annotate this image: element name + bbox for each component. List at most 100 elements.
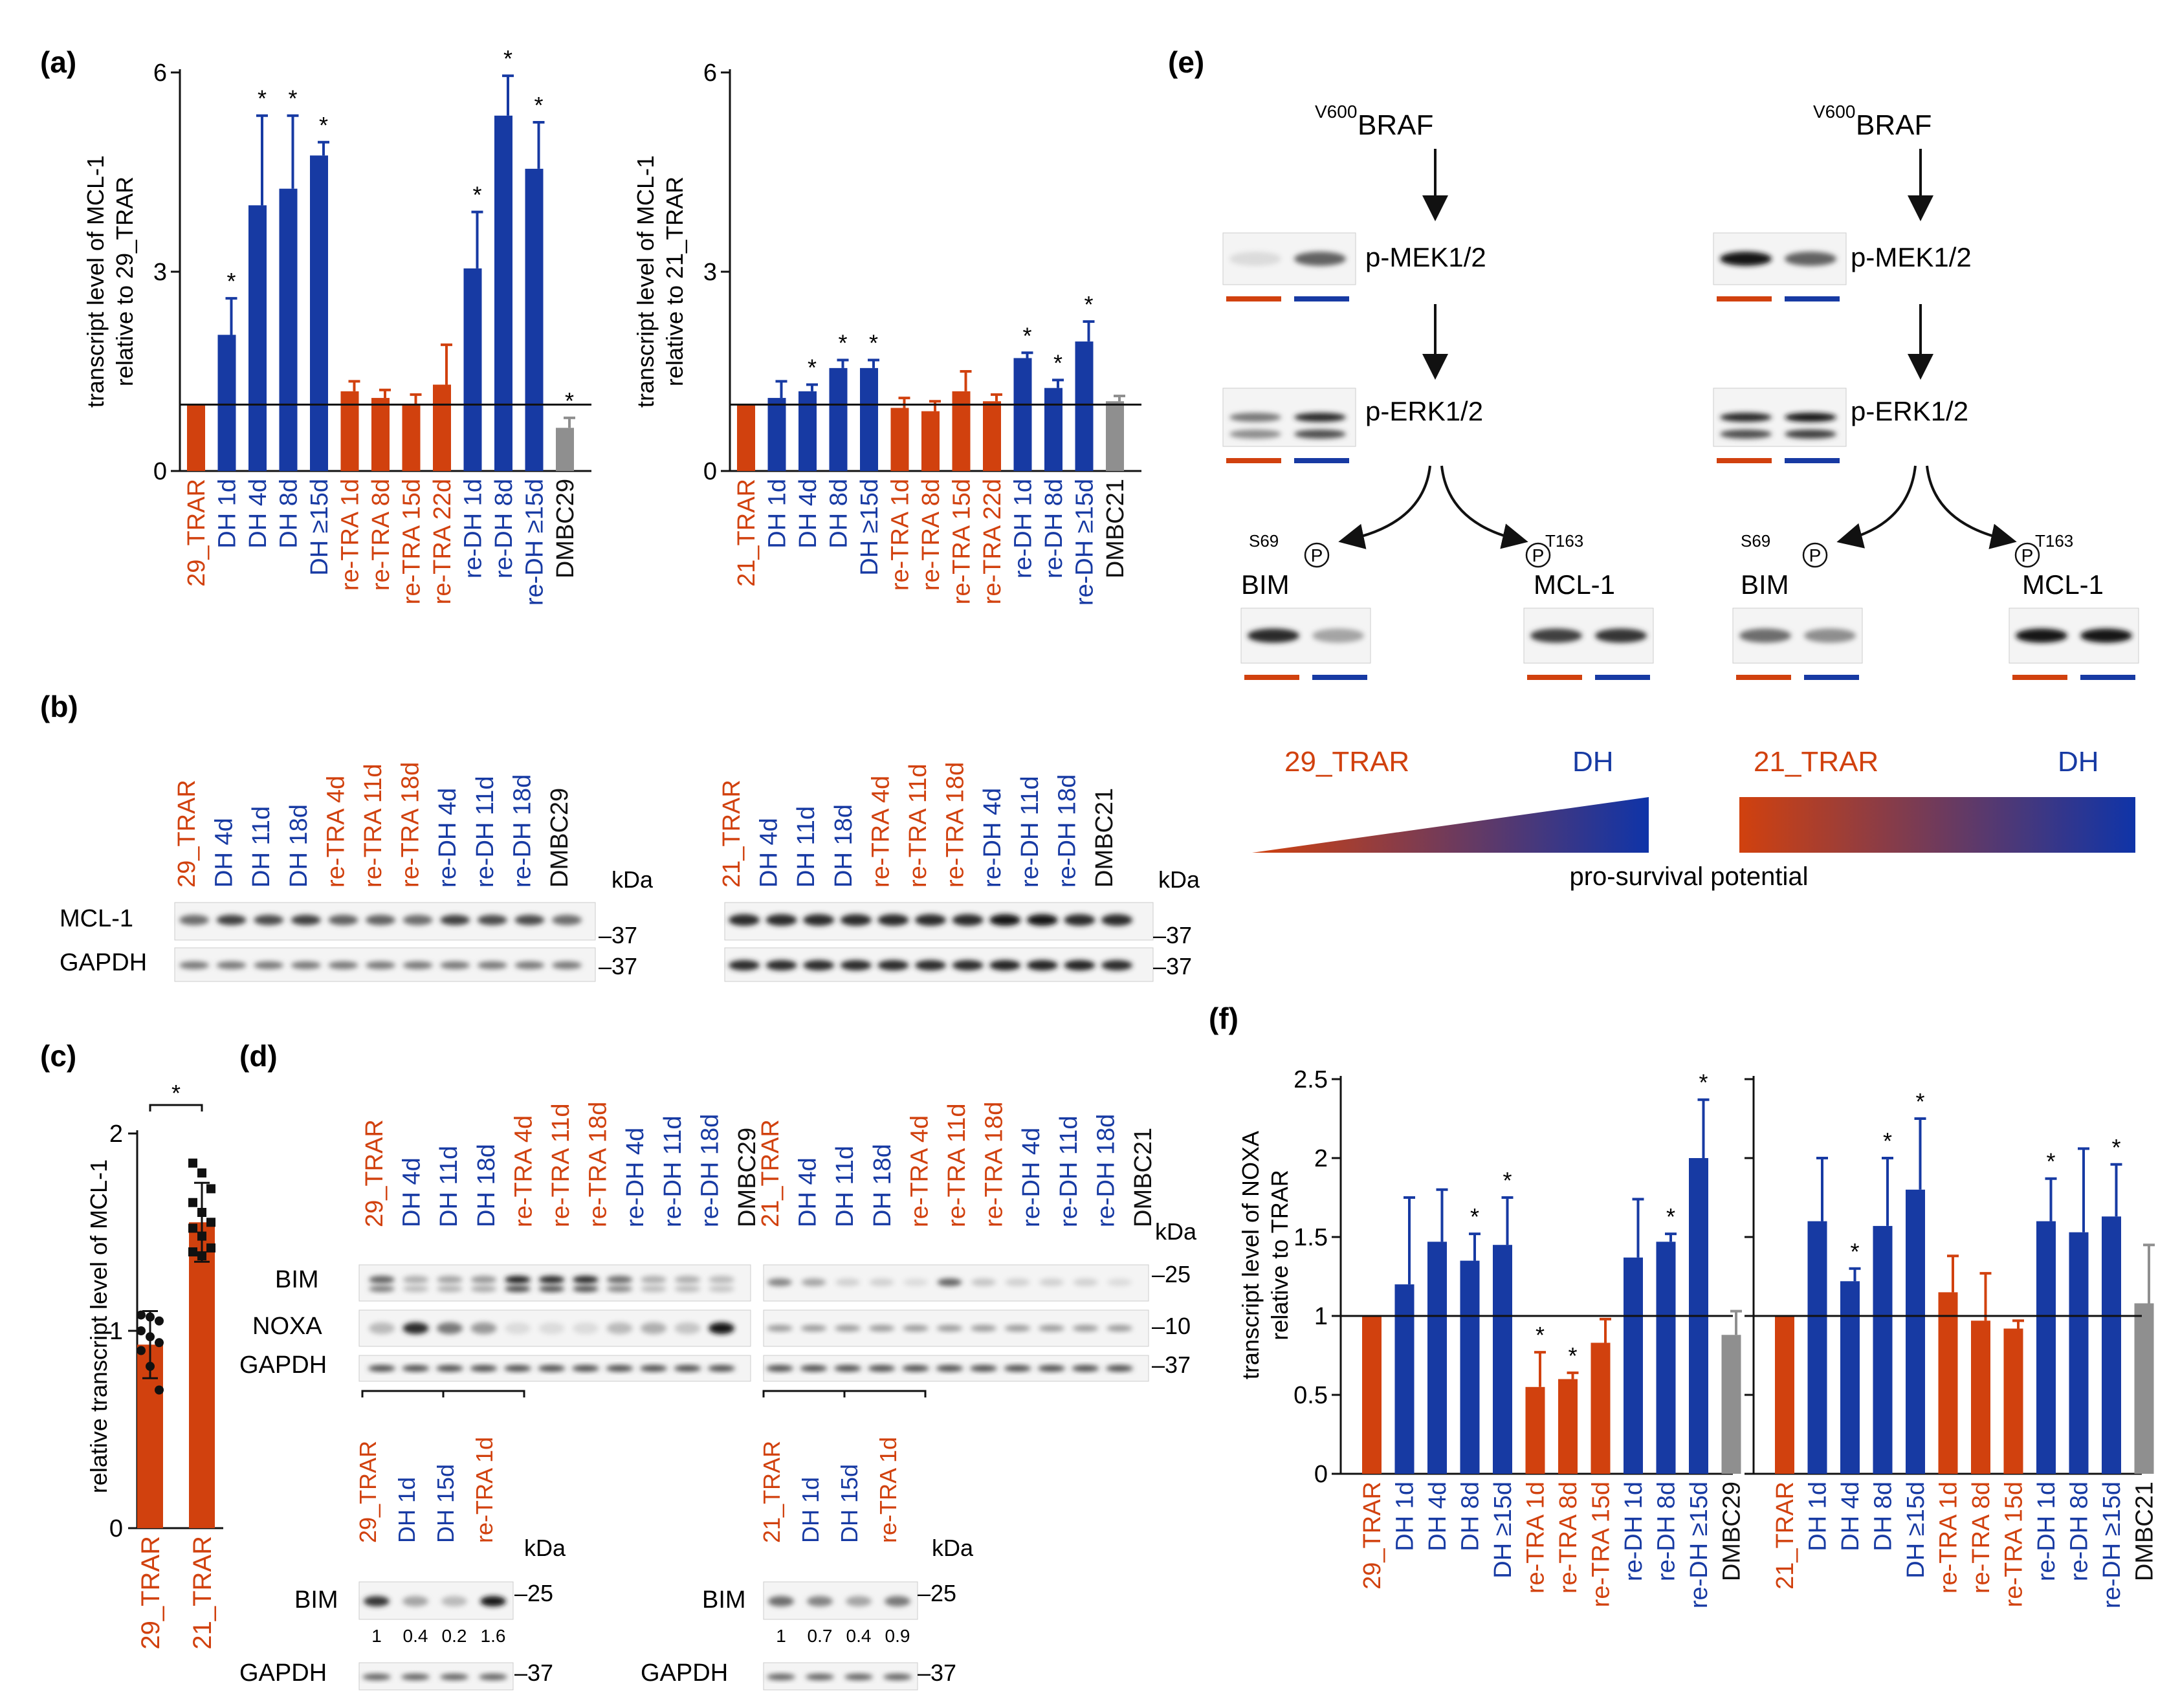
a-right-bar <box>798 391 817 471</box>
c-ytick-label: 2 <box>109 1121 123 1148</box>
e-blot-band <box>1785 430 1836 439</box>
d-right-bim-band <box>1005 1278 1030 1286</box>
e-left-braf: BRAF <box>1358 109 1433 141</box>
d-left-bim-band <box>505 1286 531 1292</box>
b-left-gapdh-band <box>216 961 247 969</box>
e-blot-band <box>1720 413 1772 422</box>
b-right-gapdh-band <box>877 960 909 970</box>
a-right-bar <box>952 391 971 471</box>
d-right-gapdh-band <box>936 1365 963 1372</box>
f-right-category-label: DMBC21 <box>2131 1482 2159 1581</box>
panel-label-e: (e) <box>1168 45 1204 79</box>
e-blot-band <box>1229 413 1281 422</box>
d-sub-left-lane-label: DH 1d <box>393 1477 420 1543</box>
a-right-sig-star: * <box>1022 322 1031 349</box>
d-left-gapdh-band <box>606 1365 633 1372</box>
a-right-category-label: re-DH ≥15d <box>1072 479 1099 606</box>
e-gradient-left-end: DH <box>1572 746 1614 778</box>
d-sub-right-lane-label: 21_TRAR <box>758 1441 785 1543</box>
a-left-category-label: re-DH 1d <box>460 479 487 578</box>
f-left-category-label: DMBC29 <box>1719 1482 1746 1581</box>
b-right-lane-label: DH 4d <box>756 818 783 888</box>
b-left-mcl1-band <box>216 915 247 925</box>
d-left-noxa-band <box>674 1322 701 1334</box>
a-left-bar <box>187 404 205 471</box>
d-right-noxa-band <box>767 1325 793 1331</box>
c-ytick-label: 0 <box>109 1515 123 1542</box>
e-right-pmek: p-MEK1/2 <box>1851 242 1972 272</box>
f-left-sig-star: * <box>1666 1203 1675 1230</box>
f-right-bar <box>2036 1221 2056 1474</box>
b-left-lane-label: DH 11d <box>248 806 275 888</box>
b-left-lane-label: re-DH 4d <box>434 788 461 888</box>
d-row-label-bim: BIM <box>275 1266 319 1293</box>
b-left-gapdh-band <box>552 961 582 969</box>
d-right-gapdh-band <box>1072 1365 1099 1372</box>
d-left-noxa-band <box>505 1322 531 1334</box>
e-blot-band <box>2080 628 2132 643</box>
b-left-gapdh-band <box>440 961 470 969</box>
a-left-bar <box>525 168 544 471</box>
c-point <box>155 1316 164 1326</box>
f-left-category-label: re-DH 1d <box>1620 1482 1647 1581</box>
a-left-ytick-label: 0 <box>153 458 167 485</box>
a-right-ytick-label: 6 <box>703 60 717 87</box>
d-right-lane-label: re-DH 4d <box>1018 1128 1045 1227</box>
d-left-bim-band <box>470 1286 497 1292</box>
a-left-bar <box>463 268 482 471</box>
e-phospho-circle <box>1525 542 1551 568</box>
f-left-bar <box>1493 1245 1512 1474</box>
b-right-mcl1-band <box>1101 914 1132 926</box>
a-left-bar <box>556 428 574 471</box>
b-right-gapdh-band <box>1026 960 1058 970</box>
d-right-lane-label: re-TRA 18d <box>981 1102 1008 1227</box>
b-left-lane-label: DH 18d <box>285 804 313 888</box>
b-left-gapdh-band <box>179 961 209 969</box>
d-right-bim-band <box>869 1278 894 1286</box>
d-kda: kDa <box>1155 1218 1197 1245</box>
c-point <box>146 1312 155 1322</box>
b-left-mcl1-band <box>366 915 395 925</box>
f-left-category-label: re-TRA 1d <box>1523 1482 1550 1593</box>
d-sub-right-lane-label: re-TRA 1d <box>875 1437 901 1543</box>
f-ylabel-1: transcript level of NOXA <box>1237 1131 1264 1379</box>
a-right-sig-star: * <box>838 330 847 356</box>
d-left-bim-band <box>470 1276 497 1284</box>
d-right-noxa-band <box>1039 1325 1064 1331</box>
e-phospho-circle <box>1304 542 1330 568</box>
d-left-bim-band <box>402 1286 429 1292</box>
c-point <box>188 1247 197 1256</box>
panel-label-a: (a) <box>40 45 76 79</box>
d-left-bim-band <box>641 1286 666 1292</box>
d-left-lane-label: DMBC29 <box>734 1128 761 1227</box>
e-right-t163: T163 <box>2035 531 2073 551</box>
d-sub-right-marker-25: –25 <box>918 1580 956 1606</box>
panel-label-f: (f) <box>1209 1002 1239 1035</box>
d-sub-right-gapdh-band <box>806 1674 834 1680</box>
a-left-bar <box>310 155 328 472</box>
d-left-bim-band <box>538 1276 565 1284</box>
a-left-ylabel-2: relative to 29_TRAR <box>111 177 138 386</box>
f-right-bar <box>2003 1328 2023 1474</box>
a-right-bar <box>1075 341 1094 471</box>
f-right-category-label: DH 4d <box>1837 1482 1864 1551</box>
e-blot-band <box>1804 628 1856 643</box>
b-row-label-gapdh: GAPDH <box>60 949 147 976</box>
c-bar <box>189 1222 215 1528</box>
d-left-bim-band <box>709 1276 734 1284</box>
f-left-category-label: DH 1d <box>1392 1482 1419 1551</box>
d-left-gapdh-band <box>402 1365 430 1372</box>
a-right-category-label: DH 1d <box>764 479 791 549</box>
f-left-ytick-label: 2.5 <box>1294 1066 1328 1093</box>
b-left-marker-37a: –37 <box>599 922 637 948</box>
b-right-kda: kDa <box>1158 866 1200 893</box>
b-right-gapdh-band <box>729 960 760 970</box>
a-left-bar <box>371 398 390 471</box>
d-sub-left-marker-37: –37 <box>514 1659 553 1686</box>
d-left-bim-band <box>606 1286 633 1292</box>
d-left-gapdh-band <box>504 1365 531 1372</box>
d-sub-right-gapdh-band <box>883 1674 912 1680</box>
f-right-category-label: DH 8d <box>1870 1482 1897 1551</box>
f-right-bar <box>1807 1221 1827 1474</box>
e-blot-band <box>1595 628 1647 643</box>
